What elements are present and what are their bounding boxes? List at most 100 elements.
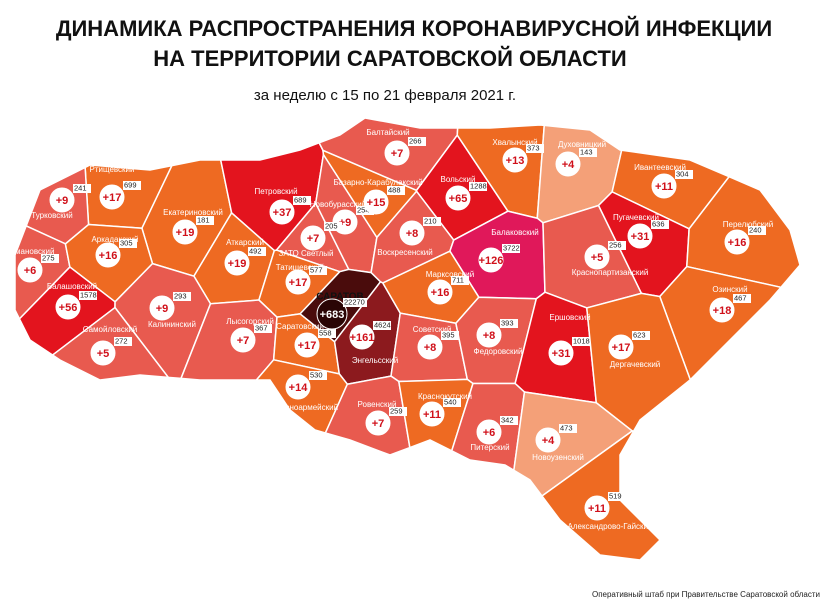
title: ДИНАМИКА РАСПРОСТРАНЕНИЯ КОРОНАВИРУСНОЙ …	[56, 16, 772, 41]
total-box	[500, 319, 518, 328]
increase: +9	[156, 303, 169, 315]
increase-badge	[584, 244, 610, 270]
total: 241	[74, 183, 87, 192]
total: 259	[390, 406, 403, 415]
region	[324, 375, 411, 456]
increase-badge	[269, 199, 295, 225]
total-box	[608, 492, 626, 501]
increase-badge	[427, 279, 453, 305]
subtitle: за неделю с 15 по 21 февраля 2021 г.	[254, 87, 516, 104]
increase: +65	[449, 193, 468, 205]
increase: +7	[372, 418, 385, 430]
region-name: Турковский	[31, 211, 72, 220]
increase: +9	[56, 195, 69, 207]
increase: +19	[176, 227, 195, 239]
total: 1288	[470, 181, 487, 190]
total: 689	[294, 195, 307, 204]
increase-badge	[172, 219, 198, 245]
increase-badge	[285, 374, 311, 400]
total: 254	[357, 205, 370, 214]
total-box	[196, 216, 214, 225]
total: 266	[409, 136, 422, 145]
region-name: Екатериновский	[163, 208, 223, 217]
region-name: Базарно-Карабулакский	[333, 178, 422, 187]
increase-badge	[445, 185, 471, 211]
total-box	[41, 254, 59, 263]
increase: +126	[479, 255, 504, 267]
region-name: Дергачевский	[610, 360, 661, 369]
region-name: ЗАТО Светлый	[278, 249, 333, 258]
increase-badge	[584, 495, 610, 521]
total: 304	[676, 169, 689, 178]
total: 577	[310, 265, 323, 274]
increase-badge	[417, 334, 443, 360]
total-box	[651, 220, 669, 229]
total: 367	[255, 323, 268, 332]
region	[540, 430, 662, 561]
increase: +14	[289, 382, 309, 394]
region-name: Федоровский	[474, 347, 523, 356]
region-name: Романовский	[6, 247, 55, 256]
increase: +5	[97, 348, 110, 360]
region-name: Хвалынский	[492, 138, 537, 147]
region-name: Красноармейский	[272, 403, 338, 412]
total: 467	[734, 293, 747, 302]
total-box	[248, 247, 266, 256]
total-box	[324, 222, 342, 231]
region-name: Марксовский	[426, 270, 474, 279]
increase-badge	[419, 401, 445, 427]
total: 22270	[344, 297, 365, 306]
total-box	[254, 324, 272, 333]
increase-badge	[502, 147, 528, 173]
title: НА ТЕРРИТОРИИ САРАТОВСКОЙ ОБЛАСТИ	[153, 46, 626, 71]
total: 636	[652, 219, 665, 228]
increase: +15	[367, 197, 386, 209]
increase-badge	[90, 340, 116, 366]
increase: +6	[483, 427, 496, 439]
total: 473	[560, 423, 573, 432]
increase: +13	[506, 155, 525, 167]
region-name: Вольский	[441, 175, 476, 184]
total-box	[469, 182, 487, 191]
increase: +8	[424, 342, 437, 354]
total-box	[423, 217, 441, 226]
increase-badge	[627, 223, 653, 249]
total-box	[293, 196, 311, 205]
increase-badge	[55, 294, 81, 320]
increase-badge	[149, 295, 175, 321]
increase: +31	[631, 231, 650, 243]
total: 275	[42, 253, 55, 262]
labels: Ртищевский+17699Турковский+9241Екатерино…	[6, 128, 774, 531]
region-name: Саратовский	[276, 322, 324, 331]
increase-badge	[709, 297, 735, 323]
total: 519	[609, 491, 622, 500]
total: 272	[115, 336, 128, 345]
region-name: Петровский	[254, 187, 297, 196]
total-box	[356, 206, 374, 215]
increase: +19	[228, 258, 247, 270]
total-box	[408, 137, 426, 146]
increase: +6	[24, 265, 37, 277]
total: 393	[501, 318, 514, 327]
increase-badge	[476, 419, 502, 445]
increase-badge	[49, 187, 75, 213]
total: 342	[501, 415, 514, 424]
footer: Оперативный штаб при Правительстве Сарат…	[592, 590, 820, 599]
region-name: Аткарский	[226, 238, 264, 247]
increase-badge	[285, 269, 311, 295]
total-box	[572, 337, 590, 346]
region-name: Краснокутский	[418, 392, 472, 401]
total: 210	[424, 216, 437, 225]
total: 3722	[503, 243, 520, 252]
total-box	[73, 184, 91, 193]
total-box	[608, 241, 626, 250]
increase-badge	[535, 427, 561, 453]
region-name: Самойловский	[83, 325, 138, 334]
increase: +16	[431, 287, 450, 299]
increase: +8	[483, 330, 496, 342]
total: 293	[174, 291, 187, 300]
total: 143	[580, 147, 593, 156]
region-name: Татищевский	[276, 263, 324, 272]
increase: +16	[728, 237, 747, 249]
total-box	[579, 148, 597, 157]
